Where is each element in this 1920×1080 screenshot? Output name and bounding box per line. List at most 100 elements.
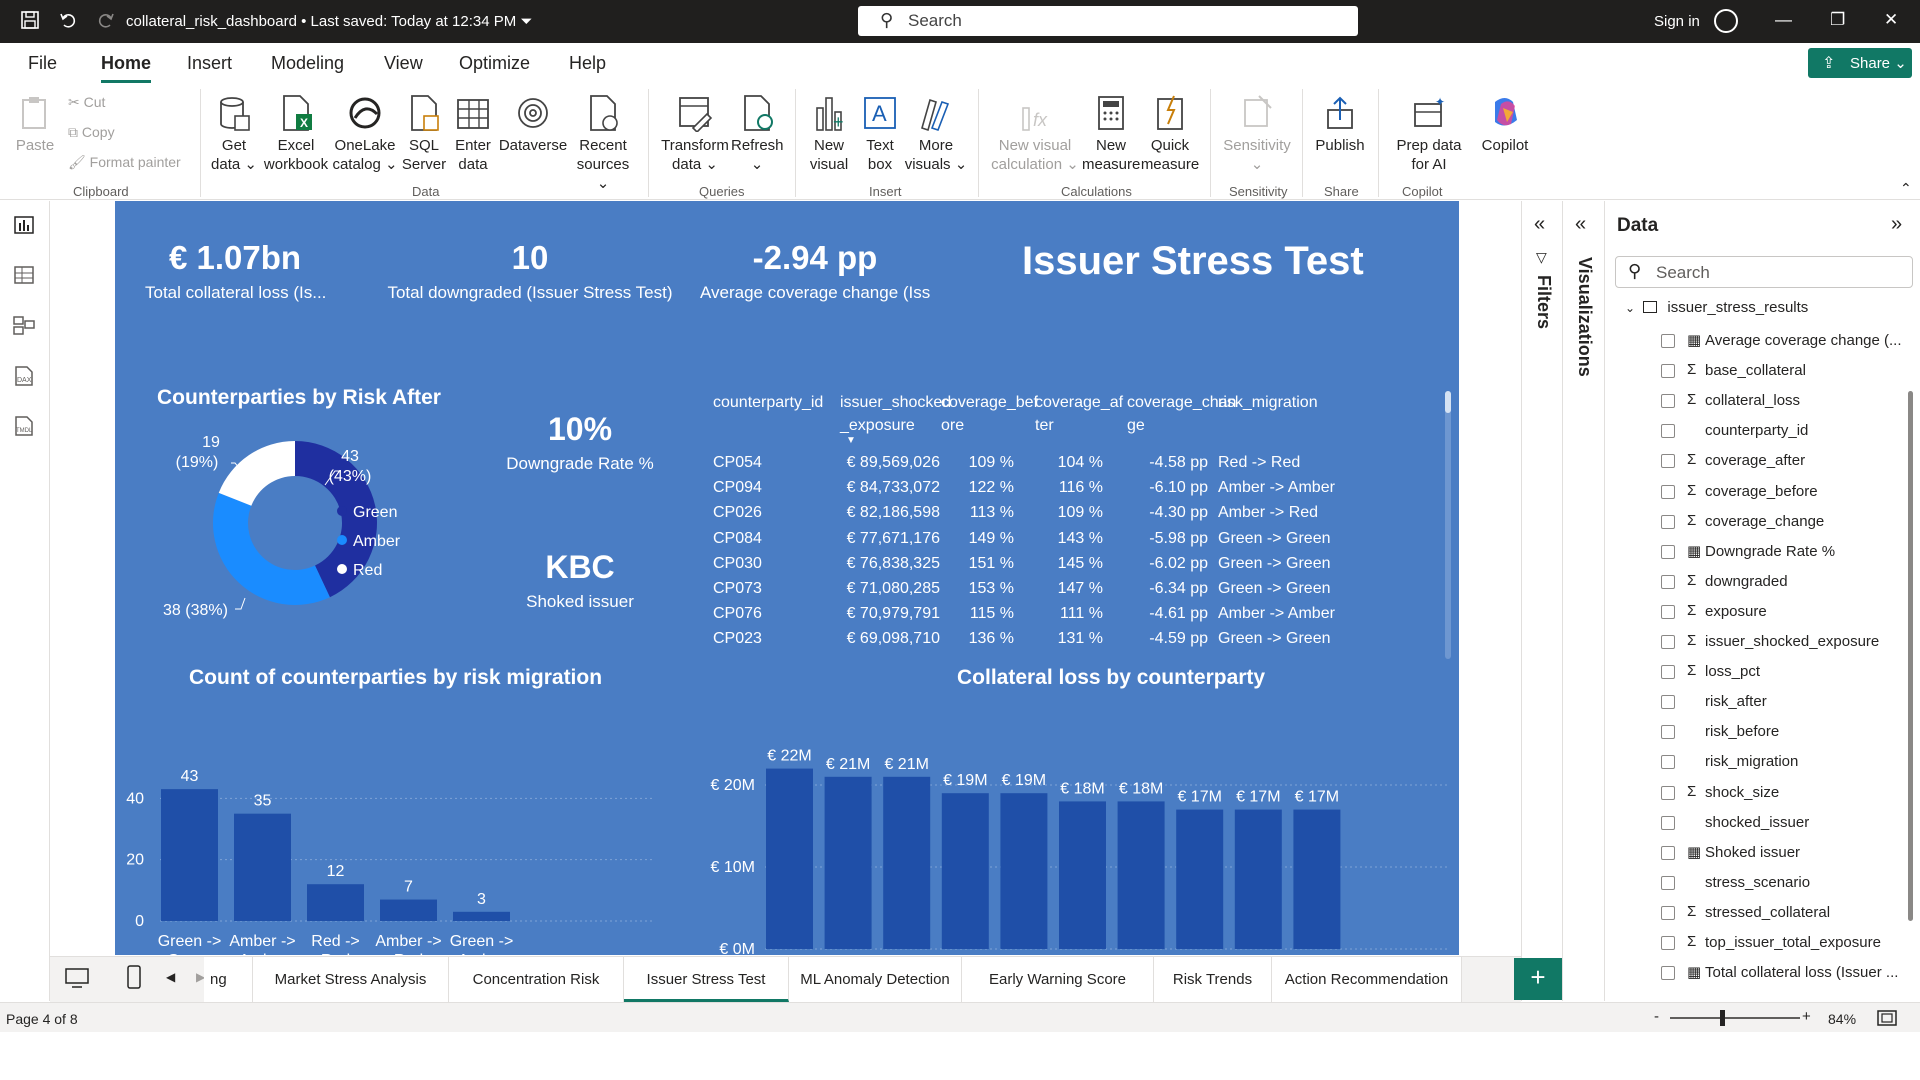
chevron-down-icon[interactable]: ⏷ xyxy=(520,13,533,30)
field-checkbox[interactable] xyxy=(1661,755,1675,770)
field-checkbox[interactable] xyxy=(1661,394,1675,409)
new-measure-button[interactable]: New measure xyxy=(1082,94,1140,174)
table-header-cell[interactable]: coverage_chan ge xyxy=(1127,394,1237,434)
dax-query-view-icon[interactable]: DAX xyxy=(13,365,37,387)
table-header-cell[interactable]: coverage_bef ore xyxy=(941,394,1038,434)
save-icon[interactable] xyxy=(20,10,40,35)
expand-filters-icon[interactable]: « xyxy=(1534,213,1546,235)
table-header-cell[interactable]: risk_migration xyxy=(1218,394,1318,411)
add-page-button[interactable]: + xyxy=(1514,958,1562,1000)
donut-chart[interactable]: 43 (43%) 19 (19%) 38 (38%) Green Amber R… xyxy=(135,423,535,663)
zoom-slider[interactable] xyxy=(1670,1010,1800,1026)
menu-modeling[interactable]: Modeling xyxy=(271,53,345,73)
paste-button[interactable]: Paste xyxy=(12,94,58,155)
card-shoked-issuer[interactable]: KBC Shoked issuer xyxy=(475,549,685,612)
publish-button[interactable]: Publish xyxy=(1312,94,1368,155)
menu-file[interactable]: File xyxy=(28,53,58,73)
table-header-cell[interactable]: issuer_shocked _exposure xyxy=(840,394,952,434)
cut-button[interactable]: ✂ Cut xyxy=(68,94,106,110)
field-checkbox[interactable] xyxy=(1661,514,1675,529)
quick-measure-button[interactable]: Quick measure xyxy=(1140,94,1200,174)
chevron-down-icon[interactable]: ⌄ xyxy=(1625,301,1636,315)
search-box[interactable]: ⚲ Search xyxy=(858,6,1358,36)
field-checkbox[interactable] xyxy=(1661,424,1675,439)
desktop-layout-icon[interactable] xyxy=(64,967,90,994)
field-checkbox[interactable] xyxy=(1661,334,1675,348)
bar-chart-collateral-loss[interactable]: € 0M€ 10M€ 20M€ 22MCP054€ 21MCP094€ 21MC… xyxy=(655,695,1455,955)
undo-icon[interactable] xyxy=(58,10,78,35)
recent-sources-button[interactable]: Recent sources ⌄ xyxy=(570,94,636,193)
tmdl-view-icon[interactable]: TMDL xyxy=(13,415,37,437)
data-pane-scrollbar[interactable] xyxy=(1908,391,1913,921)
page-tab[interactable]: Market Stress Analysis xyxy=(253,957,449,1002)
next-page-icon[interactable]: ▶ xyxy=(196,970,206,984)
field-checkbox[interactable] xyxy=(1661,364,1675,379)
field-checkbox[interactable] xyxy=(1661,875,1675,890)
field-checkbox[interactable] xyxy=(1661,815,1675,830)
minimize-icon[interactable]: — xyxy=(1775,10,1792,29)
zoom-out-icon[interactable]: - xyxy=(1654,1008,1659,1025)
kpi-total-downgraded[interactable]: 10 Total downgraded (Issuer Stress Test) xyxy=(385,239,675,303)
dataverse-button[interactable]: Dataverse xyxy=(496,94,570,155)
field-checkbox[interactable] xyxy=(1661,484,1675,499)
bar[interactable] xyxy=(766,768,813,949)
table-header-cell[interactable]: coverage_af ter xyxy=(1035,394,1124,434)
avatar-icon[interactable] xyxy=(1714,9,1738,33)
transform-data-button[interactable]: Transform data ⌄ xyxy=(658,94,732,174)
report-view-icon[interactable] xyxy=(13,215,37,237)
page-tab[interactable]: Issuer Stress Test xyxy=(624,957,789,1002)
bar[interactable] xyxy=(380,899,437,921)
field-checkbox[interactable] xyxy=(1661,635,1675,649)
kpi-average-coverage-change[interactable]: -2.94 pp Average coverage change (Issue xyxy=(700,239,930,303)
prep-data-for-ai-button[interactable]: ✦ Prep data for AI xyxy=(1396,95,1462,173)
field-checkbox[interactable] xyxy=(1661,905,1675,920)
onelake-catalog-button[interactable]: OneLake catalog ⌄ xyxy=(332,94,398,174)
page-tab[interactable]: Action Recommendation xyxy=(1272,957,1462,1002)
enter-data-button[interactable]: Enter data xyxy=(450,94,496,174)
sensitivity-button[interactable]: Sensitivity ⌄ xyxy=(1222,94,1292,174)
bar[interactable] xyxy=(1000,793,1048,949)
table-node[interactable]: ⌄ issuer_stress_results xyxy=(1625,299,1808,316)
page-tab[interactable]: Early Warning Score xyxy=(962,957,1154,1002)
page-tab[interactable]: ML Anomaly Detection xyxy=(789,957,962,1002)
bar[interactable] xyxy=(307,884,364,921)
refresh-button[interactable]: Refresh ⌄ xyxy=(731,94,784,174)
bar[interactable] xyxy=(941,793,989,949)
menu-optimize[interactable]: Optimize xyxy=(459,53,531,73)
field-checkbox[interactable] xyxy=(1661,574,1675,589)
zoom-slider-thumb[interactable] xyxy=(1720,1010,1725,1026)
table-scrollbar[interactable] xyxy=(1445,391,1451,659)
mobile-layout-icon[interactable] xyxy=(126,965,142,994)
page-tab[interactable]: Concentration Risk xyxy=(449,957,624,1002)
new-visual-button[interactable]: + New visual xyxy=(805,94,853,174)
donut-slice-red[interactable] xyxy=(218,441,295,506)
prev-page-icon[interactable]: ◀ xyxy=(166,970,176,984)
model-view-icon[interactable] xyxy=(13,315,37,337)
field-checkbox[interactable] xyxy=(1661,966,1675,981)
visualizations-pane-collapsed[interactable]: « Visualizations xyxy=(1563,201,1605,1001)
bar-chart-risk-migration[interactable]: 0 20 40 43 Green -> Green 35 Amber -> Amber 12 Red… xyxy=(115,695,675,955)
zoom-in-icon[interactable]: + xyxy=(1802,1008,1811,1025)
collapse-ribbon-icon[interactable]: ⌃ xyxy=(1900,180,1912,196)
kpi-total-collateral-loss[interactable]: € 1.07bn Total collateral loss (Is... xyxy=(145,239,325,303)
page-tab[interactable]: ng xyxy=(204,957,253,1002)
field-checkbox[interactable] xyxy=(1661,725,1675,740)
field-checkbox[interactable] xyxy=(1661,936,1675,950)
data-search-input[interactable]: ⚲ Search xyxy=(1615,256,1913,288)
donut-slice-green[interactable] xyxy=(295,441,377,598)
bar[interactable] xyxy=(1234,809,1282,949)
excel-workbook-button[interactable]: X Excel workbook xyxy=(261,94,331,174)
bar[interactable] xyxy=(1293,809,1341,949)
close-icon[interactable]: ✕ xyxy=(1884,10,1899,29)
bar[interactable] xyxy=(1176,809,1224,949)
new-visual-calculation-button[interactable]: fx New visual calculation ⌄ xyxy=(990,94,1080,174)
bar[interactable] xyxy=(1059,801,1106,949)
card-downgrade-rate[interactable]: 10% Downgrade Rate % xyxy=(475,411,685,474)
restore-icon[interactable]: ❐ xyxy=(1830,10,1846,29)
filters-pane-collapsed[interactable]: « ▽ Filters xyxy=(1521,201,1563,1001)
table-header-cell[interactable]: counterparty_id xyxy=(713,394,824,411)
bar[interactable] xyxy=(1117,801,1165,949)
format-painter-button[interactable]: 🖌 Format painter xyxy=(68,154,181,170)
field-checkbox[interactable] xyxy=(1661,454,1675,469)
field-checkbox[interactable] xyxy=(1661,785,1675,800)
